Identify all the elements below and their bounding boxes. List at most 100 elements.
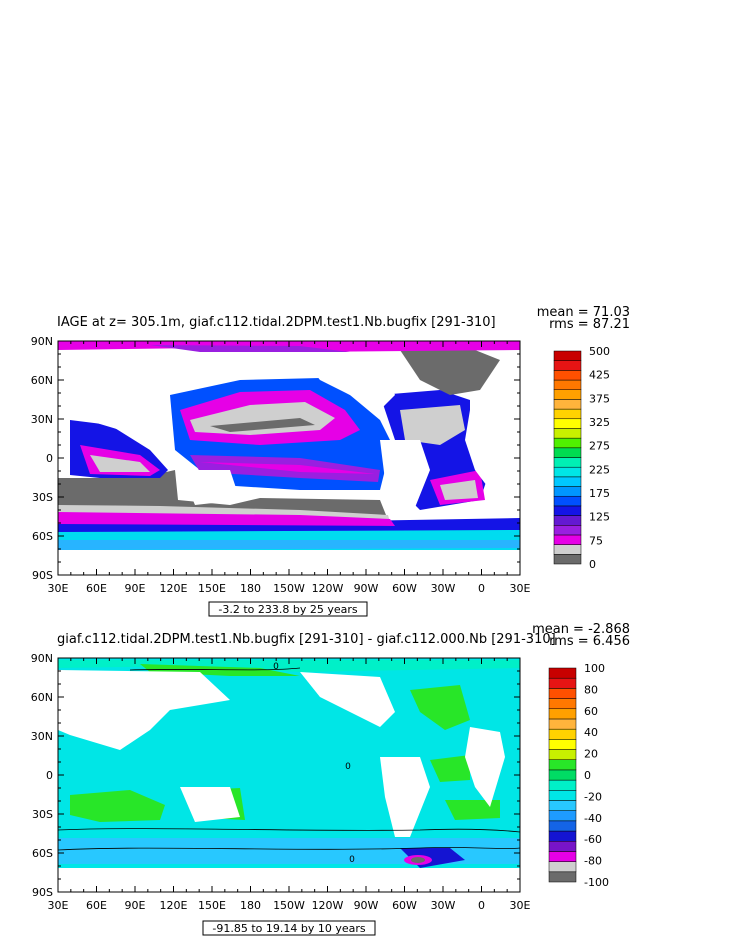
colorbar-label: 40 bbox=[584, 726, 598, 739]
x-axis-ticks: 30E 60E 90E 120E 150E 180 150W 120W 90W 60W 30W 0 30… bbox=[48, 341, 531, 595]
x-tick-label: 60W bbox=[392, 582, 417, 595]
land-africa bbox=[465, 410, 505, 490]
x-tick-label: 120E bbox=[160, 582, 188, 595]
colorbar-swatch bbox=[548, 790, 577, 801]
y-tick-label: 0 bbox=[46, 452, 53, 465]
colorbar-swatch bbox=[548, 698, 577, 710]
x-tick-label: 150W bbox=[273, 582, 305, 595]
x-tick-label: 90E bbox=[125, 899, 146, 912]
colorbar-label: -60 bbox=[584, 833, 602, 846]
contour-line bbox=[58, 828, 520, 833]
colorbar-label: 500 bbox=[589, 345, 610, 358]
x-tick-label: 90W bbox=[354, 582, 379, 595]
colorbar-label: 275 bbox=[589, 440, 610, 453]
x-tick-label: 180 bbox=[240, 899, 261, 912]
y-tick-label: 60N bbox=[31, 374, 53, 387]
colorbar-swatch bbox=[553, 370, 582, 381]
map-iage bbox=[58, 341, 520, 575]
mean-label: mean = 71.03 bbox=[537, 305, 630, 320]
y-tick-label: 90S bbox=[32, 569, 53, 582]
x-tick-label: 120W bbox=[312, 582, 344, 595]
colorbar-swatch bbox=[548, 861, 577, 873]
x-axis-ticks: 30E 60E 90E 120E 150E 180 150W 120W 90W 60W 30W 0 30… bbox=[48, 658, 531, 912]
colorbar-swatch bbox=[548, 708, 577, 720]
colorbar-swatch bbox=[548, 749, 577, 760]
land-north-america bbox=[300, 355, 395, 410]
x-tick-label: 0 bbox=[478, 582, 485, 595]
colorbar-label: -100 bbox=[584, 876, 609, 889]
contour-line bbox=[58, 847, 520, 851]
colorbar-label: 325 bbox=[589, 416, 610, 429]
colorbar-swatch bbox=[548, 820, 577, 832]
colorbar-swatch bbox=[553, 544, 582, 555]
x-tick-label: 150E bbox=[198, 899, 226, 912]
colorbar-label: 20 bbox=[584, 748, 598, 761]
colorbar-swatch bbox=[553, 525, 582, 536]
colorbar-swatch bbox=[548, 728, 577, 740]
colorbar-swatch bbox=[553, 350, 582, 361]
colorbar-swatch bbox=[548, 871, 577, 883]
land-africa bbox=[465, 727, 505, 807]
colorbar-label: -80 bbox=[584, 855, 602, 868]
colorbar-swatch bbox=[553, 486, 582, 497]
land-north-america bbox=[300, 672, 395, 727]
colorbar-swatch bbox=[548, 830, 577, 842]
colorbar-swatch bbox=[553, 534, 582, 545]
colorbar-label: 175 bbox=[589, 487, 610, 500]
colorbar-label: -40 bbox=[584, 812, 602, 825]
x-tick-label: 120E bbox=[160, 899, 188, 912]
y-tick-label: 60S bbox=[32, 847, 53, 860]
y-tick-label: 30N bbox=[31, 413, 53, 426]
colorbar-swatch bbox=[553, 389, 582, 400]
land-south-america bbox=[380, 440, 430, 520]
y-tick-label: 30S bbox=[32, 808, 53, 821]
colorbar-swatch bbox=[553, 399, 582, 410]
y-tick-label: 60N bbox=[31, 691, 53, 704]
colorbar-swatch bbox=[553, 418, 582, 429]
colorbar-swatch bbox=[548, 851, 577, 862]
positive-anomaly-indian bbox=[70, 790, 165, 822]
y-axis-ticks: 90N 60N 30N 0 30S 60S 90S bbox=[31, 652, 520, 899]
x-tick-label: 150E bbox=[198, 582, 226, 595]
y-tick-label: 30N bbox=[31, 730, 53, 743]
x-tick-label: 30E bbox=[48, 899, 69, 912]
colorbar-label: 0 bbox=[584, 769, 591, 782]
colorbar-label: 100 bbox=[584, 662, 605, 675]
panel-iage: 30E 60E 90E 120E 150E 180 150W 120W 90W 60W 30W 0 30… bbox=[31, 305, 630, 617]
colorbar-swatch bbox=[553, 554, 582, 565]
colorbar-swatch bbox=[553, 360, 582, 371]
colorbar-swatch bbox=[548, 688, 577, 699]
colorbar-swatch bbox=[553, 428, 582, 439]
rms-label: rms = 6.456 bbox=[549, 634, 630, 649]
x-tick-label: 60W bbox=[392, 899, 417, 912]
contour-line bbox=[129, 667, 301, 671]
colorbar-swatch bbox=[548, 677, 577, 689]
y-tick-label: 60S bbox=[32, 530, 53, 543]
x-tick-label: 30E bbox=[48, 582, 69, 595]
rms-label: rms = 87.21 bbox=[549, 317, 630, 332]
land-south-america bbox=[380, 757, 430, 837]
map-difference bbox=[58, 658, 520, 892]
colorbar-swatch bbox=[548, 667, 577, 679]
y-tick-label: 30S bbox=[32, 491, 53, 504]
colorbar-swatch bbox=[548, 718, 577, 730]
colorbar-swatch bbox=[548, 779, 577, 791]
range-label: -3.2 to 233.8 by 25 years bbox=[218, 603, 358, 616]
land-australia bbox=[180, 787, 240, 822]
colorbar-label: 425 bbox=[589, 369, 610, 382]
colorbar-swatch bbox=[553, 476, 582, 487]
colorbar-swatch bbox=[548, 759, 577, 771]
x-tick-label: 180 bbox=[240, 582, 261, 595]
x-tick-label: 60E bbox=[86, 899, 107, 912]
colorbar-swatch bbox=[548, 769, 577, 781]
range-label: -91.85 to 19.14 by 10 years bbox=[212, 922, 366, 935]
mean-label: mean = -2.868 bbox=[532, 622, 630, 637]
colorbar-label: 375 bbox=[589, 392, 610, 405]
range-box bbox=[208, 601, 368, 617]
colorbar-label: 75 bbox=[589, 534, 603, 547]
x-tick-label: 90W bbox=[354, 899, 379, 912]
colorbar-swatch bbox=[548, 800, 577, 811]
colorbar-label: 60 bbox=[584, 705, 598, 718]
